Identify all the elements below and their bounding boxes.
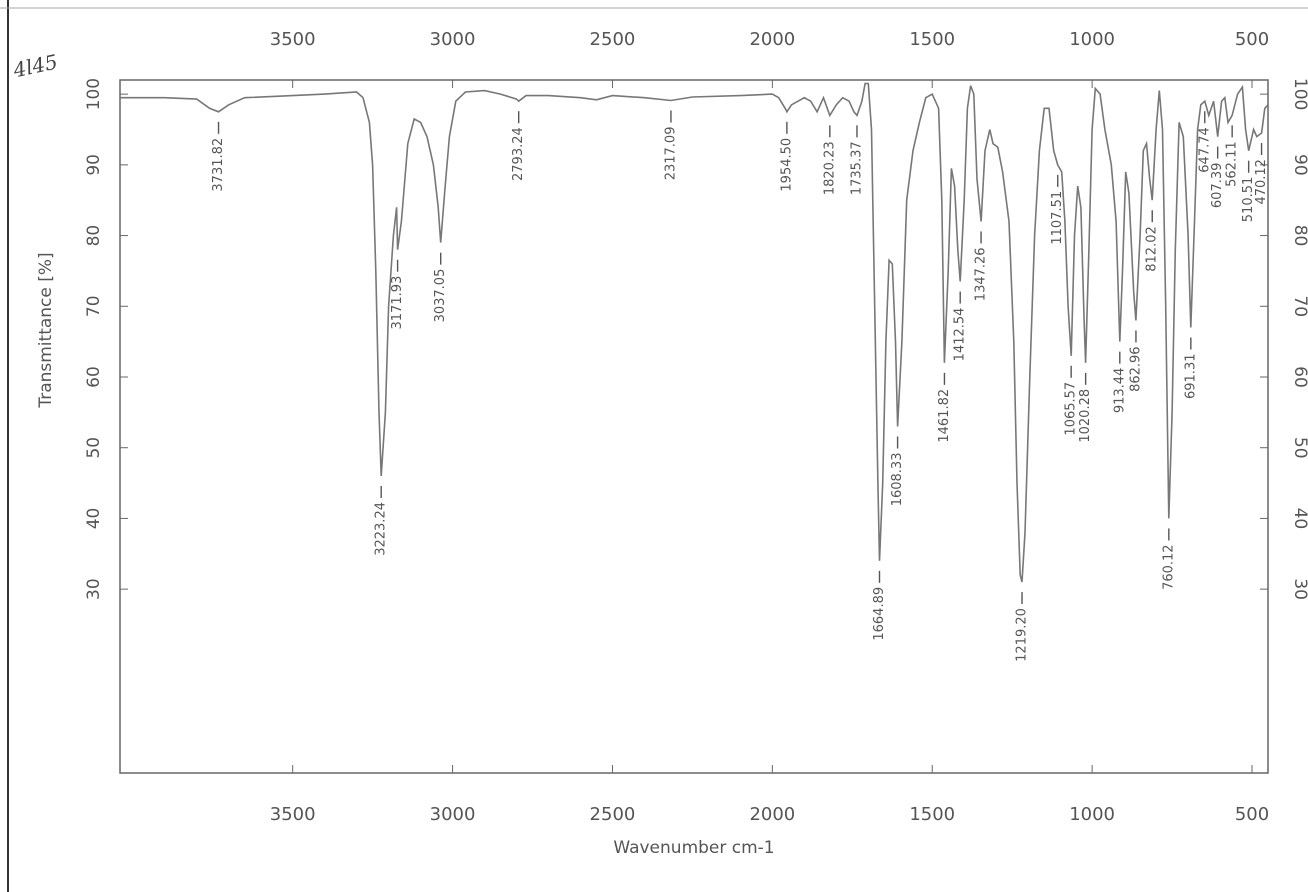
x-tick-label: 2000	[749, 804, 795, 825]
y-tick-label: 30	[84, 578, 104, 600]
peak-label: 1735.37	[849, 141, 864, 195]
peak-label: 3731.82	[211, 138, 226, 192]
y-tick-label-right: 50	[1290, 437, 1308, 459]
peak-label: 470.12	[1254, 159, 1269, 205]
peak-label: 1820.23	[822, 141, 837, 195]
y-tick-label-right: 70	[1290, 295, 1308, 317]
peak-label: 862.96	[1128, 346, 1143, 392]
y-tick-label: 70	[84, 295, 104, 317]
peak-label: 607.39	[1210, 163, 1225, 209]
y-axis-label: Transmittance [%]	[36, 252, 56, 408]
x-tick-label: 3500	[270, 804, 316, 825]
y-tick-label-right: 100	[1290, 78, 1308, 110]
y-tick-label-right: 40	[1290, 508, 1308, 530]
peak-label: 1954.50	[779, 138, 794, 192]
x-tick-label-top: 1000	[1069, 29, 1115, 50]
x-tick-label: 3000	[430, 804, 476, 825]
x-tick-label-top: 3500	[270, 29, 316, 50]
y-tick-label-right: 80	[1290, 225, 1308, 247]
peak-label: 2317.09	[663, 127, 678, 181]
peak-label: 1664.89	[872, 587, 887, 641]
x-tick-label: 500	[1235, 804, 1269, 825]
x-tick-label: 1500	[909, 804, 955, 825]
y-tick-label: 60	[84, 366, 104, 388]
peak-label: 510.51	[1241, 177, 1256, 223]
y-tick-label-right: 30	[1290, 578, 1308, 600]
peak-label: 1461.82	[937, 389, 952, 443]
spectrum-line	[120, 82, 1269, 583]
y-tick-label: 80	[84, 225, 104, 247]
peak-label: 3171.93	[390, 276, 405, 330]
x-tick-label-top: 2000	[749, 29, 795, 50]
y-tick-label: 50	[84, 437, 104, 459]
peak-label: 3223.24	[374, 502, 389, 556]
peak-label: 760.12	[1161, 544, 1176, 590]
peak-label: 691.31	[1183, 354, 1198, 400]
peak-label: 1412.54	[953, 308, 968, 362]
x-tick-label-top: 1500	[909, 29, 955, 50]
x-tick-label: 2500	[590, 804, 636, 825]
plot-frame	[119, 79, 1269, 774]
y-tick-label-right: 90	[1290, 154, 1308, 176]
handwritten-note: 4l45	[10, 50, 60, 83]
x-tick-label: 1000	[1069, 804, 1115, 825]
peak-label: 562.11	[1225, 141, 1240, 187]
y-tick-label: 100	[84, 78, 104, 110]
x-tick-label-top: 3000	[430, 29, 476, 50]
y-tick-label: 90	[84, 154, 104, 176]
peak-label: 812.02	[1145, 226, 1160, 272]
peak-label: 1020.28	[1078, 389, 1093, 443]
peak-label: 1065.57	[1064, 382, 1079, 436]
peak-label: 3037.05	[433, 269, 448, 323]
peak-label: 1608.33	[890, 453, 905, 507]
peak-label: 913.44	[1112, 368, 1127, 414]
peak-label: 1107.51	[1050, 191, 1065, 245]
x-tick-label-top: 500	[1235, 29, 1269, 50]
peak-label: 647.74	[1197, 127, 1212, 173]
peak-label: 1219.20	[1015, 608, 1030, 662]
peak-label: 2793.24	[511, 127, 526, 181]
x-axis-label: Wavenumber cm-1	[613, 838, 774, 858]
peak-label: 1347.26	[974, 247, 989, 301]
y-tick-label: 40	[84, 508, 104, 530]
x-tick-label-top: 2500	[590, 29, 636, 50]
y-tick-label-right: 60	[1290, 366, 1308, 388]
